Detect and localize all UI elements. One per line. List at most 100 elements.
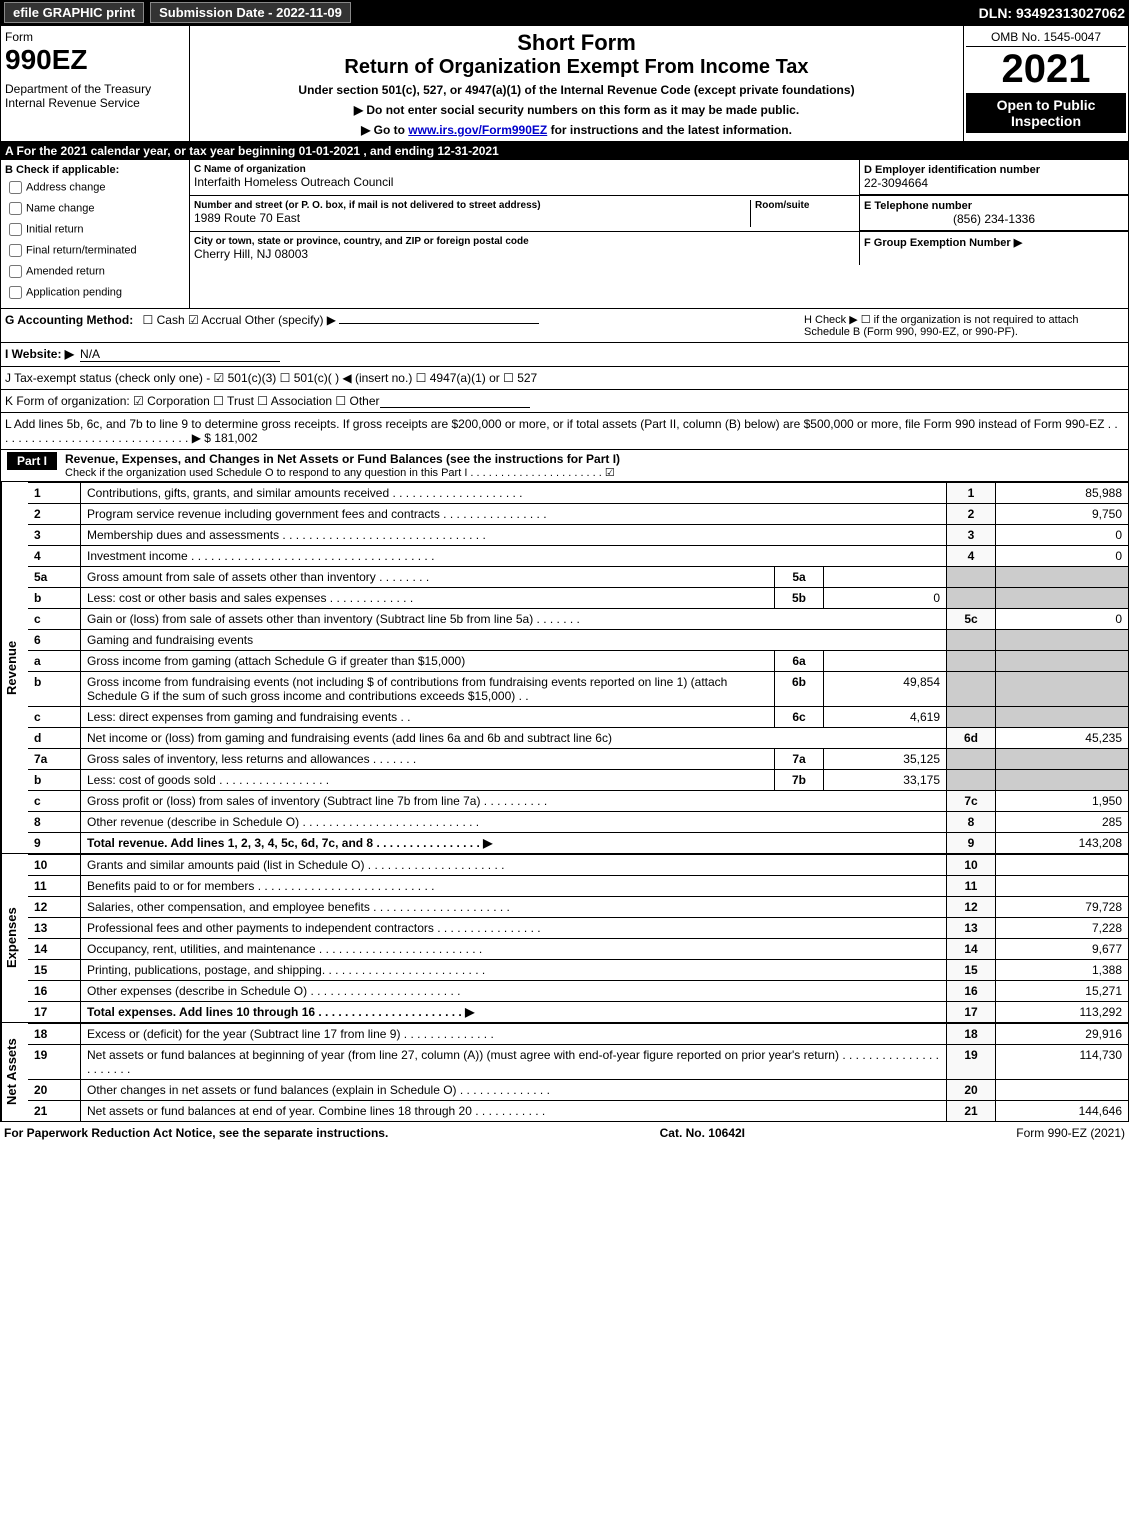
j-label: J Tax-exempt status (check only one) - ☑… bbox=[5, 371, 537, 385]
goto-link-text: ▶ Go to www.irs.gov/Form990EZ for instru… bbox=[194, 123, 959, 137]
line-3: 3Membership dues and assessments . . . .… bbox=[28, 525, 1128, 546]
row-l-gross-receipts: L Add lines 5b, 6c, and 7b to line 9 to … bbox=[1, 413, 1128, 449]
line-19: 19Net assets or fund balances at beginni… bbox=[28, 1045, 1128, 1080]
line-1: 1Contributions, gifts, grants, and simil… bbox=[28, 483, 1128, 504]
checkbox-address-change[interactable]: Address change bbox=[5, 178, 185, 197]
i-label: I Website: ▶ bbox=[5, 347, 74, 362]
form-title: Return of Organization Exempt From Incom… bbox=[194, 56, 959, 79]
line-6d: dNet income or (loss) from gaming and fu… bbox=[28, 728, 1128, 749]
line-16: 16Other expenses (describe in Schedule O… bbox=[28, 981, 1128, 1002]
row-k-form-org: K Form of organization: ☑ Corporation ☐ … bbox=[1, 389, 1128, 413]
part1-label: Part I bbox=[7, 452, 57, 470]
part1-subtitle: Check if the organization used Schedule … bbox=[65, 466, 1122, 479]
line-13: 13Professional fees and other payments t… bbox=[28, 918, 1128, 939]
part1-header: Part I Revenue, Expenses, and Changes in… bbox=[0, 450, 1129, 482]
d-ein-value: 22-3094664 bbox=[864, 176, 1124, 190]
expenses-section: Expenses 10Grants and similar amounts pa… bbox=[0, 854, 1129, 1023]
line-6a: aGross income from gaming (attach Schedu… bbox=[28, 651, 1128, 672]
line-6b: bGross income from fundraising events (n… bbox=[28, 672, 1128, 707]
line-2: 2Program service revenue including gover… bbox=[28, 504, 1128, 525]
line-7a: 7aGross sales of inventory, less returns… bbox=[28, 749, 1128, 770]
form-subtitle: Under section 501(c), 527, or 4947(a)(1)… bbox=[194, 83, 959, 97]
line-12: 12Salaries, other compensation, and empl… bbox=[28, 897, 1128, 918]
top-bar: efile GRAPHIC print Submission Date - 20… bbox=[0, 0, 1129, 25]
form-number: 990EZ bbox=[5, 44, 185, 76]
line-4: 4Investment income . . . . . . . . . . .… bbox=[28, 546, 1128, 567]
c-name-label: C Name of organization bbox=[194, 164, 855, 175]
net-assets-section: Net Assets 18Excess or (deficit) for the… bbox=[0, 1023, 1129, 1122]
line-5b: bLess: cost or other basis and sales exp… bbox=[28, 588, 1128, 609]
h-schedule-b: H Check ▶ ☐ if the organization is not r… bbox=[804, 313, 1124, 338]
line-15: 15Printing, publications, postage, and s… bbox=[28, 960, 1128, 981]
revenue-section: Revenue 1Contributions, gifts, grants, a… bbox=[0, 482, 1129, 854]
checkbox-name-change[interactable]: Name change bbox=[5, 199, 185, 218]
checkbox-application-pending[interactable]: Application pending bbox=[5, 283, 185, 302]
line-10: 10Grants and similar amounts paid (list … bbox=[28, 855, 1128, 876]
k-other-input[interactable] bbox=[380, 394, 530, 408]
footer-center: Cat. No. 10642I bbox=[660, 1126, 745, 1140]
f-group-label: F Group Exemption Number ▶ bbox=[864, 236, 1124, 249]
header-left: Form 990EZ Department of the Treasury In… bbox=[1, 26, 190, 141]
org-city: Cherry Hill, NJ 08003 bbox=[194, 247, 855, 261]
expenses-table: 10Grants and similar amounts paid (list … bbox=[28, 854, 1128, 1022]
line-21: 21Net assets or fund balances at end of … bbox=[28, 1101, 1128, 1122]
column-b-applicable: B Check if applicable: Address change Na… bbox=[1, 160, 190, 308]
line-7b: bLess: cost of goods sold . . . . . . . … bbox=[28, 770, 1128, 791]
page-footer: For Paperwork Reduction Act Notice, see … bbox=[0, 1122, 1129, 1144]
footer-left: For Paperwork Reduction Act Notice, see … bbox=[4, 1126, 388, 1140]
line-18: 18Excess or (deficit) for the year (Subt… bbox=[28, 1024, 1128, 1045]
b-label: B Check if applicable: bbox=[5, 164, 185, 176]
line-17: 17Total expenses. Add lines 10 through 1… bbox=[28, 1002, 1128, 1023]
row-j-tax-status: J Tax-exempt status (check only one) - ☑… bbox=[1, 366, 1128, 389]
row-a-calendar-year: A For the 2021 calendar year, or tax yea… bbox=[1, 142, 1128, 160]
header-center: Short Form Return of Organization Exempt… bbox=[190, 26, 964, 141]
e-phone-label: E Telephone number bbox=[864, 200, 1124, 212]
footer-right: Form 990-EZ (2021) bbox=[1016, 1126, 1125, 1140]
info-grid: B Check if applicable: Address change Na… bbox=[1, 160, 1128, 308]
line-6: 6Gaming and fundraising events bbox=[28, 630, 1128, 651]
omb-number: OMB No. 1545-0047 bbox=[966, 28, 1126, 47]
k-label: K Form of organization: ☑ Corporation ☐ … bbox=[5, 394, 380, 408]
form-header: Form 990EZ Department of the Treasury In… bbox=[0, 25, 1129, 142]
line-9: 9Total revenue. Add lines 1, 2, 3, 4, 5c… bbox=[28, 833, 1128, 854]
g-other-input[interactable] bbox=[339, 323, 539, 324]
public-inspection-badge: Open to Public Inspection bbox=[966, 93, 1126, 133]
line-5a: 5aGross amount from sale of assets other… bbox=[28, 567, 1128, 588]
row-g-h: G Accounting Method: ☐ Cash ☑ Accrual Ot… bbox=[1, 308, 1128, 342]
line-20: 20Other changes in net assets or fund ba… bbox=[28, 1080, 1128, 1101]
l-value: 181,002 bbox=[214, 431, 257, 445]
g-accounting-opts: ☐ Cash ☑ Accrual Other (specify) ▶ bbox=[143, 313, 336, 327]
checkbox-amended-return[interactable]: Amended return bbox=[5, 262, 185, 281]
revenue-vert-label: Revenue bbox=[1, 482, 28, 853]
expenses-vert-label: Expenses bbox=[1, 854, 28, 1022]
short-form-title: Short Form bbox=[194, 30, 959, 56]
form-word: Form bbox=[5, 30, 185, 44]
d-ein-label: D Employer identification number bbox=[864, 164, 1124, 176]
header-right: OMB No. 1545-0047 2021 Open to Public In… bbox=[964, 26, 1128, 141]
line-8: 8Other revenue (describe in Schedule O) … bbox=[28, 812, 1128, 833]
l-text: L Add lines 5b, 6c, and 7b to line 9 to … bbox=[5, 417, 1118, 445]
addr-label: Number and street (or P. O. box, if mail… bbox=[194, 200, 750, 211]
submission-date-button[interactable]: Submission Date - 2022-11-09 bbox=[150, 2, 351, 23]
g-accounting-label: G Accounting Method: bbox=[5, 313, 133, 327]
city-label: City or town, state or province, country… bbox=[194, 236, 855, 247]
org-address: 1989 Route 70 East bbox=[194, 211, 750, 225]
row-i-website: I Website: ▶ N/A bbox=[1, 342, 1128, 366]
net-assets-vert-label: Net Assets bbox=[1, 1023, 28, 1121]
checkbox-final-return[interactable]: Final return/terminated bbox=[5, 241, 185, 260]
efile-print-button[interactable]: efile GRAPHIC print bbox=[4, 2, 144, 23]
i-website-value: N/A bbox=[80, 347, 280, 362]
line-6c: cLess: direct expenses from gaming and f… bbox=[28, 707, 1128, 728]
org-name: Interfaith Homeless Outreach Council bbox=[194, 175, 855, 189]
room-label: Room/suite bbox=[755, 200, 855, 211]
part1-title: Revenue, Expenses, and Changes in Net As… bbox=[65, 452, 1122, 466]
tax-year: 2021 bbox=[966, 47, 1126, 91]
dln-label: DLN: 93492313027062 bbox=[979, 5, 1125, 21]
checkbox-initial-return[interactable]: Initial return bbox=[5, 220, 185, 239]
net-assets-table: 18Excess or (deficit) for the year (Subt… bbox=[28, 1023, 1128, 1121]
revenue-table: 1Contributions, gifts, grants, and simil… bbox=[28, 482, 1128, 853]
line-11: 11Benefits paid to or for members . . . … bbox=[28, 876, 1128, 897]
irs-link[interactable]: www.irs.gov/Form990EZ bbox=[408, 123, 547, 137]
line-7c: cGross profit or (loss) from sales of in… bbox=[28, 791, 1128, 812]
ssn-warning: ▶ Do not enter social security numbers o… bbox=[194, 103, 959, 117]
